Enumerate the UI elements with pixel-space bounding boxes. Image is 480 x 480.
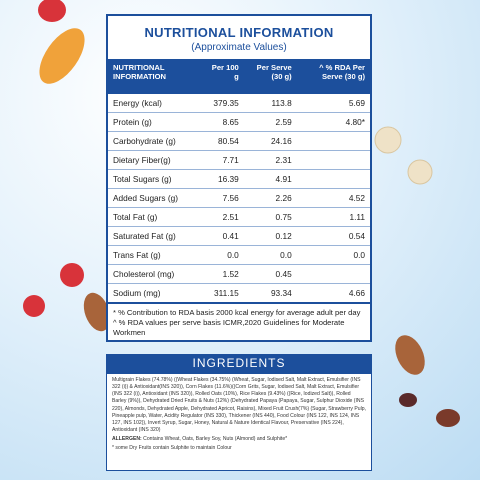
strawberry: [60, 263, 84, 287]
nutrient-value: 16.39: [203, 169, 244, 189]
nutrient-value: 1.11: [296, 207, 370, 227]
nutrient-value: 311.15: [203, 283, 244, 304]
nutrient-row: Protein (g) 8.65 2.59 4.80*: [108, 112, 370, 132]
nutrient-name: Carbohydrate (g): [108, 131, 204, 151]
nutrient-value: 80.54: [203, 131, 244, 151]
nutrient-value: 2.31: [243, 150, 297, 170]
nutrient-value: 4.91: [243, 169, 297, 189]
sulphite-note: * some Dry Fruits contain Sulphite to ma…: [112, 445, 232, 452]
nutrient-value: 4.66: [296, 283, 370, 304]
empty-cell: [296, 264, 370, 284]
column-header: Per Serve (30 g): [256, 63, 292, 81]
nutrient-name: Saturated Fat (g): [108, 226, 204, 246]
allergen: ALLERGEN: Contains Wheat, Oats, Barley S…: [112, 436, 366, 443]
nutrient-name: Protein (g): [108, 112, 204, 132]
nutrient-value: 2.51: [203, 207, 244, 227]
nutrition-card: NUTRITIONAL INFORMATION (Approximate Val…: [106, 14, 372, 342]
footnote: ^ % RDA values per serve basis ICMR,2020…: [113, 317, 345, 337]
nutrient-value: 379.35: [203, 94, 244, 113]
footnote: * % Contribution to RDA basis 2000 kcal …: [113, 308, 361, 317]
nutrient-value: 2.59: [243, 112, 297, 132]
ingredients-text: Multigrain Flakes (74.78%) ((Wheat Flake…: [112, 377, 366, 433]
ingredients-title: INGREDIENTS: [106, 354, 372, 373]
nutrient-value: 4.80*: [296, 112, 370, 132]
apple-chip: [374, 126, 402, 154]
nutrient-row: Trans Fat (g) 0.0 0.0 0.0: [108, 245, 370, 265]
almond: [395, 335, 425, 375]
raisin: [399, 393, 417, 407]
nutrient-value: 0.0: [296, 245, 370, 265]
nutrient-value: 4.52: [296, 188, 370, 208]
column-header: NUTRITIONAL INFORMATION: [113, 63, 167, 81]
nutrient-row: Energy (kcal) 379.35 113.8 5.69: [108, 94, 370, 113]
nutrient-name: Energy (kcal): [108, 94, 204, 113]
nutrient-name: Cholesterol (mg): [108, 264, 204, 284]
footnotes: * % Contribution to RDA basis 2000 kcal …: [108, 304, 370, 338]
nutrient-value: 0.54: [296, 226, 370, 246]
nutrient-name: Total Fat (g): [108, 207, 204, 227]
nutrient-row: Saturated Fat (g) 0.41 0.12 0.54: [108, 226, 370, 246]
nutrient-row: Sodium (mg) 311.15 93.34 4.66: [108, 283, 370, 304]
nutrient-value: 0.12: [243, 226, 297, 246]
column-header: Per 100 g: [211, 63, 239, 81]
strawberry: [38, 0, 66, 22]
apricot: [436, 409, 460, 427]
nutrient-value: 0.41: [203, 226, 244, 246]
allergen-text: Contains Wheat, Oats, Barley Soy, Nuts (…: [143, 436, 288, 442]
empty-cell: [296, 131, 370, 151]
strawberry: [23, 295, 45, 317]
nutrition-title: NUTRITIONAL INFORMATION: [144, 25, 334, 40]
papaya-piece: [39, 28, 85, 84]
nutrient-value: 113.8: [243, 94, 297, 113]
nutrient-value: 0.0: [203, 245, 244, 265]
nutrient-name: Trans Fat (g): [108, 245, 204, 265]
nutrition-table: NUTRITIONAL INFORMATION Per 100 g Per Serv…: [108, 59, 370, 304]
ingredients-box: Multigrain Flakes (74.78%) ((Wheat Flake…: [106, 373, 372, 471]
nutrient-name: Sodium (mg): [108, 283, 204, 304]
nutrient-row: Dietary Fiber(g) 7.71 2.31: [108, 150, 370, 170]
nutrient-value: 5.69: [296, 94, 370, 113]
nutrient-name: Dietary Fiber(g): [108, 150, 204, 170]
nutrient-value: 0.75: [243, 207, 297, 227]
nutrient-value: 1.52: [203, 264, 244, 284]
almond: [83, 292, 111, 332]
nutrient-value: 7.56: [203, 188, 244, 208]
empty-cell: [296, 169, 370, 189]
allergen-label: ALLERGEN:: [112, 436, 142, 442]
empty-cell: [296, 150, 370, 170]
nutrient-row: Cholesterol (mg) 1.52 0.45: [108, 264, 370, 284]
column-header: ^ % RDA Per Serve (30 g): [319, 63, 365, 81]
nutrient-value: 2.26: [243, 188, 297, 208]
apple-chip: [407, 159, 433, 185]
header-row: NUTRITIONAL INFORMATION Per 100 g Per Serv…: [108, 59, 370, 94]
nutrient-row: Total Fat (g) 2.51 0.75 1.11: [108, 207, 370, 227]
nutrient-row: Carbohydrate (g) 80.54 24.16: [108, 131, 370, 151]
nutrient-value: 0.0: [243, 245, 297, 265]
nutrient-value: 8.65: [203, 112, 244, 132]
nutrient-name: Added Sugars (g): [108, 188, 204, 208]
nutrient-value: 24.16: [243, 131, 297, 151]
nutrient-row: Total Sugars (g) 16.39 4.91: [108, 169, 370, 189]
nutrition-subtitle: (Approximate Values): [191, 42, 287, 53]
nutrient-name: Total Sugars (g): [108, 169, 204, 189]
nutrient-value: 93.34: [243, 283, 297, 304]
nutrient-row: Added Sugars (g) 7.56 2.26 4.52: [108, 188, 370, 208]
nutrient-value: 0.45: [243, 264, 297, 284]
nutrient-value: 7.71: [203, 150, 244, 170]
